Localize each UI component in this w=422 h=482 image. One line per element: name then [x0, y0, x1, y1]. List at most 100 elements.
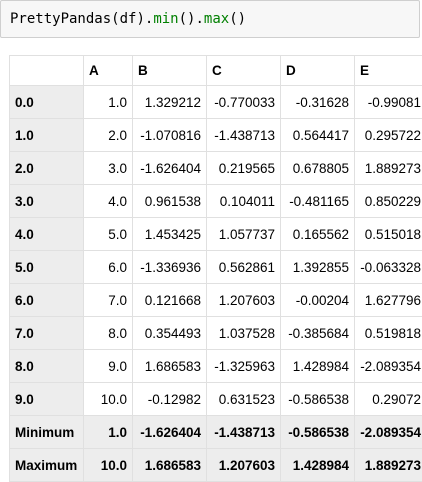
- table-cell: 0.961538: [133, 185, 207, 218]
- column-header: C: [207, 56, 281, 86]
- table-row: 4.0 5.0 1.453425 1.057737 0.165562 0.515…: [10, 218, 422, 251]
- table-cell: 0.850229: [355, 185, 422, 218]
- table-cell: 1.329212: [133, 86, 207, 119]
- table-cell: -1.325963: [207, 350, 281, 383]
- table-row: 8.0 9.0 1.686583 -1.325963 1.428984 -2.0…: [10, 350, 422, 383]
- table-cell: 0.519818: [355, 317, 422, 350]
- row-index: 4.0: [10, 218, 84, 251]
- table-cell: 1.037528: [207, 317, 281, 350]
- dataframe-output: A B C D E 0.0 1.0 1.329212 -0.770033 -0.…: [9, 55, 413, 482]
- table-row: 1.0 2.0 -1.070816 -1.438713 0.564417 0.2…: [10, 119, 422, 152]
- column-header: E: [355, 56, 422, 86]
- row-index: 9.0: [10, 383, 84, 416]
- row-index: 3.0: [10, 185, 84, 218]
- column-header: B: [133, 56, 207, 86]
- table-cell: -0.481165: [281, 185, 355, 218]
- summary-cell: 10.0: [84, 449, 133, 482]
- table-cell: -0.385684: [281, 317, 355, 350]
- table-cell: 7.0: [84, 284, 133, 317]
- row-index: 0.0: [10, 86, 84, 119]
- table-cell: 0.104011: [207, 185, 281, 218]
- table-cell: 8.0: [84, 317, 133, 350]
- table-cell: 1.889273: [355, 152, 422, 185]
- summary-cell: 1.889273: [355, 449, 422, 482]
- row-index: 8.0: [10, 350, 84, 383]
- table-cell: -1.438713: [207, 119, 281, 152]
- table-cell: 1.057737: [207, 218, 281, 251]
- table-cell: -1.336936: [133, 251, 207, 284]
- table-cell: 0.564417: [281, 119, 355, 152]
- table-cell: 1.453425: [133, 218, 207, 251]
- summary-row-label: Maximum: [10, 449, 84, 482]
- table-cell: 9.0: [84, 350, 133, 383]
- code-object-name: PrettyPandas: [10, 11, 111, 27]
- table-cell: 0.295722: [355, 119, 422, 152]
- code-argument: df: [120, 11, 137, 27]
- table-row: 6.0 7.0 0.121668 1.207603 -0.00204 1.627…: [10, 284, 422, 317]
- table-cell: 1.0: [84, 86, 133, 119]
- table-cell: 5.0: [84, 218, 133, 251]
- table-cell: 0.562861: [207, 251, 281, 284]
- code-line: PrettyPandas(df).min().max(): [10, 10, 246, 28]
- row-index: 1.0: [10, 119, 84, 152]
- row-index: 2.0: [10, 152, 84, 185]
- table-cell: 0.29072: [355, 383, 422, 416]
- table-cell: 1.428984: [281, 350, 355, 383]
- table-header-row: A B C D E: [10, 56, 422, 86]
- summary-cell: 1.207603: [207, 449, 281, 482]
- row-index: 7.0: [10, 317, 84, 350]
- dataframe-table: A B C D E 0.0 1.0 1.329212 -0.770033 -0.…: [9, 55, 422, 482]
- table-cell: -0.99081: [355, 86, 422, 119]
- table-cell: -0.31628: [281, 86, 355, 119]
- code-close-dot: ).: [136, 11, 153, 27]
- table-cell: 1.627796: [355, 284, 422, 317]
- table-cell: 1.207603: [207, 284, 281, 317]
- summary-cell: -2.089354: [355, 416, 422, 449]
- code-input-cell[interactable]: PrettyPandas(df).min().max(): [0, 0, 420, 38]
- table-row: 5.0 6.0 -1.336936 0.562861 1.392855 -0.0…: [10, 251, 422, 284]
- summary-cell: -1.438713: [207, 416, 281, 449]
- column-header: D: [281, 56, 355, 86]
- table-row: 3.0 4.0 0.961538 0.104011 -0.481165 0.85…: [10, 185, 422, 218]
- table-cell: -0.770033: [207, 86, 281, 119]
- code-call-1: ().: [179, 11, 204, 27]
- code-open-paren: (: [111, 11, 119, 27]
- summary-cell: -1.626404: [133, 416, 207, 449]
- table-row: 9.0 10.0 -0.12982 0.631523 -0.586538 0.2…: [10, 383, 422, 416]
- table-cell: 6.0: [84, 251, 133, 284]
- table-cell: 0.515018: [355, 218, 422, 251]
- table-cell: 3.0: [84, 152, 133, 185]
- table-cell: 0.678805: [281, 152, 355, 185]
- summary-cell: 1.686583: [133, 449, 207, 482]
- table-cell: 1.392855: [281, 251, 355, 284]
- code-call-2: (): [229, 11, 246, 27]
- table-corner-cell: [10, 56, 84, 86]
- table-cell: 0.354493: [133, 317, 207, 350]
- table-cell: -1.626404: [133, 152, 207, 185]
- table-cell: 0.165562: [281, 218, 355, 251]
- table-cell: 4.0: [84, 185, 133, 218]
- table-cell: 10.0: [84, 383, 133, 416]
- summary-cell: -0.586538: [281, 416, 355, 449]
- code-method-max: max: [204, 11, 229, 27]
- summary-row-label: Minimum: [10, 416, 84, 449]
- column-header: A: [84, 56, 133, 86]
- table-cell: 0.631523: [207, 383, 281, 416]
- table-cell: -2.089354: [355, 350, 422, 383]
- table-cell: -0.586538: [281, 383, 355, 416]
- table-row: 7.0 8.0 0.354493 1.037528 -0.385684 0.51…: [10, 317, 422, 350]
- table-cell: 1.686583: [133, 350, 207, 383]
- table-cell: -0.12982: [133, 383, 207, 416]
- summary-row-maximum: Maximum 10.0 1.686583 1.207603 1.428984 …: [10, 449, 422, 482]
- summary-row-minimum: Minimum 1.0 -1.626404 -1.438713 -0.58653…: [10, 416, 422, 449]
- table-cell: 0.219565: [207, 152, 281, 185]
- table-row: 2.0 3.0 -1.626404 0.219565 0.678805 1.88…: [10, 152, 422, 185]
- table-cell: 2.0: [84, 119, 133, 152]
- table-cell: 0.121668: [133, 284, 207, 317]
- row-index: 5.0: [10, 251, 84, 284]
- row-index: 6.0: [10, 284, 84, 317]
- table-cell: -1.070816: [133, 119, 207, 152]
- code-method-min: min: [153, 11, 178, 27]
- summary-cell: 1.428984: [281, 449, 355, 482]
- summary-cell: 1.0: [84, 416, 133, 449]
